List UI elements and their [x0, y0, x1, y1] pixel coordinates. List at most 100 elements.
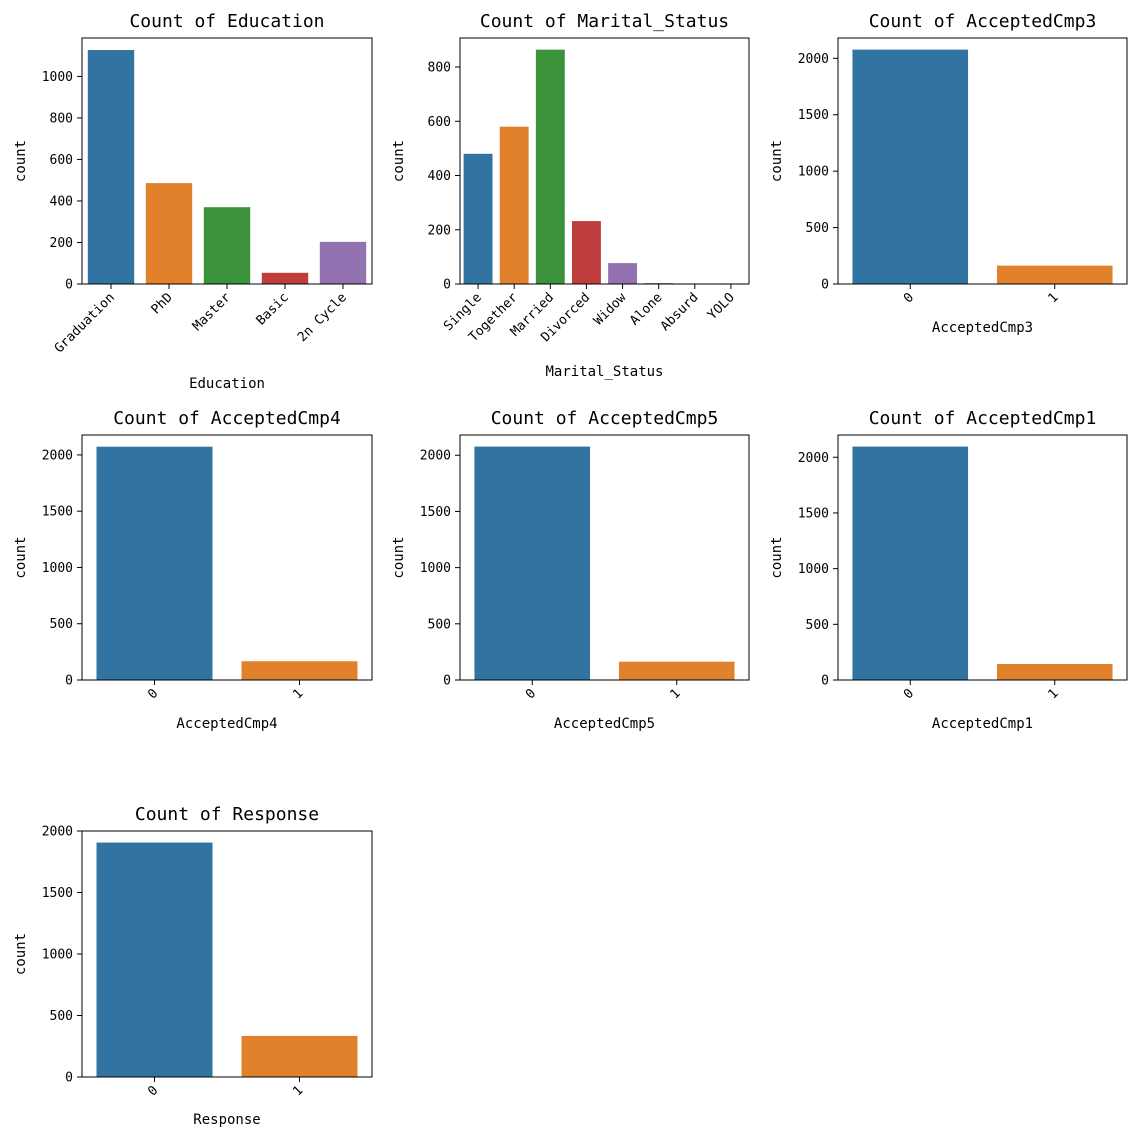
x-axis-label: AcceptedCmp1 — [932, 716, 1033, 732]
x-tick-label-yolo: YOLO — [705, 290, 738, 323]
x-tick-label-1: 1 — [290, 1083, 306, 1099]
chart-panel-5: 0 500 1000 1500 2000 0 1 Count of AcceptedCmp5 A… — [391, 408, 750, 732]
x-tick-label-master: Master — [190, 290, 234, 334]
x-tick-label-0: 0 — [523, 686, 539, 702]
y-tick-label: 2000 — [42, 825, 73, 840]
x-axis-label: AcceptedCmp4 — [176, 716, 277, 732]
x-tick-label-1: 1 — [290, 686, 306, 702]
plot-frame — [459, 434, 750, 681]
bar-2n-cycle — [319, 241, 367, 284]
chart-title: Count of Education — [129, 11, 324, 32]
y-axis-label: count — [769, 140, 785, 182]
chart-panel-1: 0 200 400 600 800 1000 Graduation PhD Master Basi… — [13, 11, 373, 392]
y-tick-label: 1500 — [798, 506, 829, 521]
chart-title: Count of Marital_Status — [480, 11, 729, 32]
y-axis-label: count — [13, 933, 29, 975]
y-tick-label: 1500 — [42, 886, 73, 901]
y-tick-label: 1000 — [798, 562, 829, 577]
x-tick-label-absurd: Absurd — [658, 290, 702, 334]
y-tick-label: 600 — [428, 115, 451, 130]
chart-title: Count of AcceptedCmp5 — [491, 408, 719, 429]
x-axis-label: Education — [189, 376, 265, 392]
y-tick-label: 1000 — [42, 948, 73, 963]
y-tick-label: 1000 — [42, 561, 73, 576]
y-tick-label: 1500 — [798, 108, 829, 123]
y-axis-label: count — [769, 536, 785, 578]
chart-title: Count of Response — [135, 804, 319, 825]
y-tick-label: 0 — [821, 278, 829, 293]
bar-0 — [474, 446, 591, 680]
y-tick-label: 0 — [821, 674, 829, 689]
bar-0 — [96, 446, 213, 680]
bar-1 — [618, 661, 735, 680]
bar-1 — [241, 661, 358, 680]
y-axis-label: count — [391, 536, 407, 578]
bar-married — [535, 49, 565, 284]
y-tick-label: 500 — [50, 617, 73, 632]
chart-panel-7: 0 500 1000 1500 2000 0 1 Count of Response Respo… — [13, 804, 373, 1128]
bar-widow — [608, 263, 638, 284]
chart-panel-6: 0 500 1000 1500 2000 0 1 Count of AcceptedCmp1 A… — [769, 408, 1128, 732]
y-tick-label: 1500 — [420, 505, 451, 520]
y-tick-label: 0 — [65, 674, 73, 689]
plot-frame — [837, 434, 1128, 681]
x-tick-label-1: 1 — [1045, 686, 1061, 702]
y-tick-label: 800 — [50, 111, 73, 126]
bar-phd — [145, 183, 193, 284]
bar-1 — [996, 265, 1113, 284]
y-tick-label: 500 — [50, 1009, 73, 1024]
x-tick-label-0: 0 — [901, 686, 917, 702]
y-tick-label: 200 — [428, 223, 451, 238]
y-tick-label: 2000 — [798, 52, 829, 67]
chart-title: Count of AcceptedCmp4 — [113, 408, 341, 429]
y-tick-label: 1000 — [420, 561, 451, 576]
bar-0 — [852, 49, 969, 285]
x-tick-label-2n-cycle: 2n Cycle — [295, 290, 350, 345]
bar-divorced — [571, 221, 601, 284]
chart-panel-3: 0 500 1000 1500 2000 0 1 Count of AcceptedCmp3 A… — [769, 11, 1128, 336]
y-tick-label: 0 — [443, 278, 451, 293]
x-tick-label-graduation: Graduation — [52, 290, 118, 356]
chart-panel-4: 0 500 1000 1500 2000 0 1 Count of AcceptedCmp4 A… — [13, 408, 373, 732]
bar-basic — [261, 272, 309, 284]
bar-graduation — [87, 50, 135, 284]
chart-title: Count of AcceptedCmp1 — [869, 408, 1097, 429]
x-axis-label: Marital_Status — [545, 364, 663, 380]
y-tick-label: 200 — [50, 236, 73, 251]
x-tick-label-basic: Basic — [254, 290, 292, 328]
y-tick-label: 500 — [428, 617, 451, 632]
y-axis-label: count — [13, 140, 29, 182]
y-tick-label: 400 — [50, 194, 73, 209]
y-tick-label: 800 — [428, 61, 451, 76]
bar-0 — [852, 446, 969, 680]
bar-0 — [96, 842, 213, 1077]
x-tick-label-1: 1 — [667, 686, 683, 702]
x-tick-label-widow: Widow — [591, 290, 629, 328]
x-tick-label-phd: PhD — [149, 290, 176, 317]
x-tick-label-0: 0 — [901, 290, 917, 306]
y-tick-label: 0 — [65, 278, 73, 293]
x-tick-label-0: 0 — [145, 686, 161, 702]
plot-frame — [459, 37, 750, 285]
x-axis-label: AcceptedCmp3 — [932, 320, 1033, 336]
bar-1 — [996, 663, 1113, 680]
y-tick-label: 2000 — [42, 448, 73, 463]
y-tick-label: 500 — [806, 618, 829, 633]
y-tick-label: 1000 — [42, 70, 73, 85]
y-tick-label: 1000 — [798, 165, 829, 180]
chart-panel-2: 0200400600800SingleTogetherMarriedDivorc… — [391, 11, 750, 380]
y-tick-label: 400 — [428, 169, 451, 184]
y-tick-label: 2000 — [798, 451, 829, 466]
x-tick-label-1: 1 — [1045, 290, 1061, 306]
y-axis-label: count — [391, 140, 407, 182]
chart-title: Count of AcceptedCmp3 — [869, 11, 1097, 32]
y-axis-label: count — [13, 536, 29, 578]
x-tick-label-0: 0 — [145, 1083, 161, 1099]
x-axis-label: AcceptedCmp5 — [554, 716, 655, 732]
y-tick-label: 500 — [806, 221, 829, 236]
bar-single — [463, 153, 493, 284]
y-tick-label: 2000 — [420, 449, 451, 464]
y-tick-label: 600 — [50, 153, 73, 168]
bar-master — [203, 207, 251, 284]
